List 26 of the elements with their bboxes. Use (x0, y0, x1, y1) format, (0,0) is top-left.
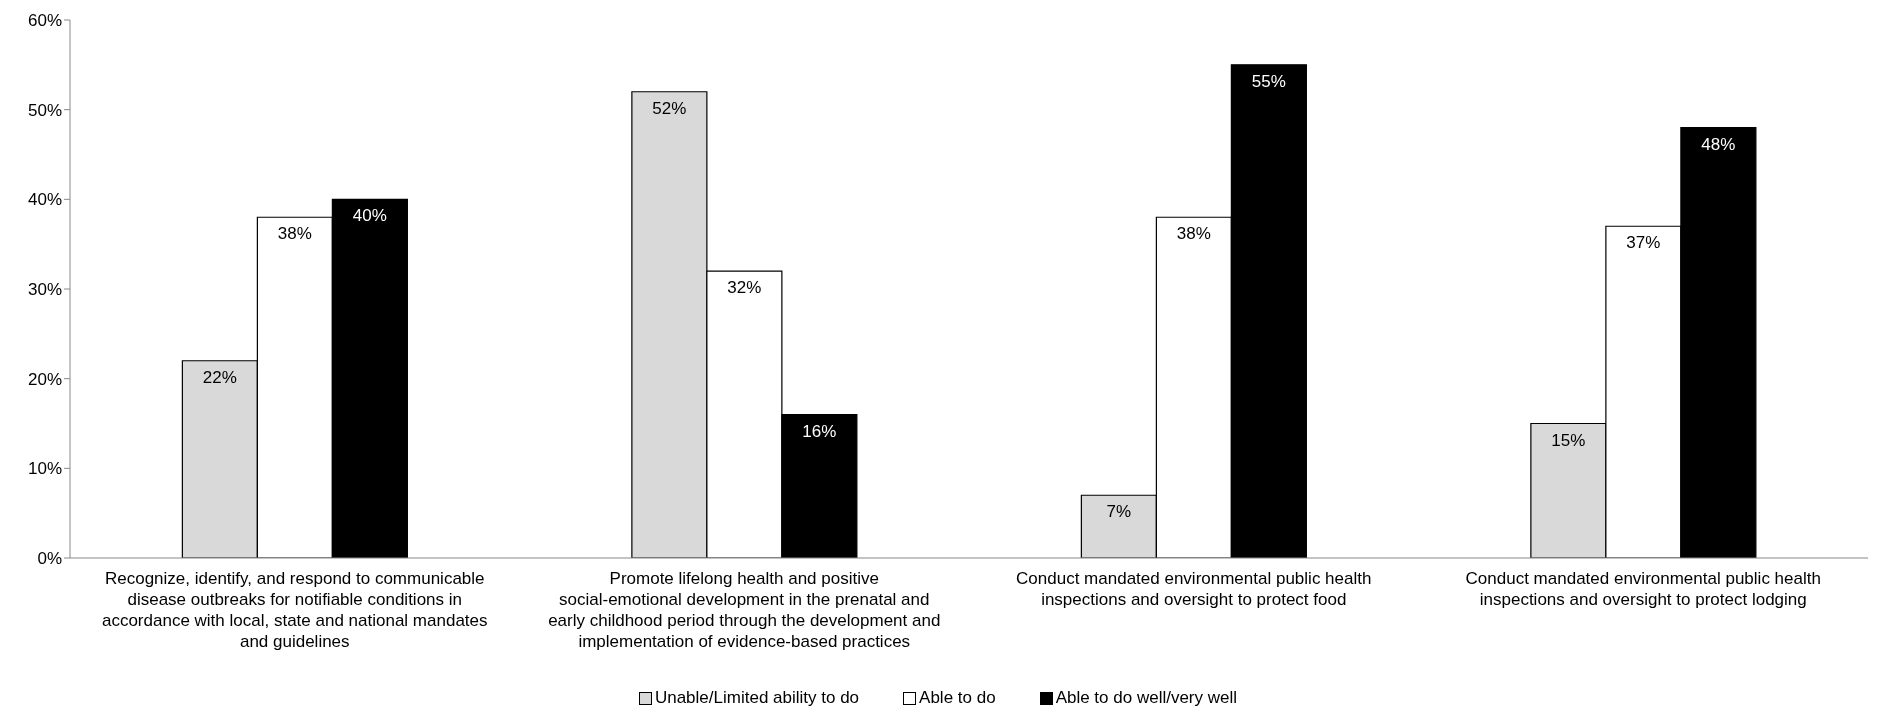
x-tick-label: Promote lifelong health and positive social-emotional development in the prenatal and early childhood period through the development and implementation of evidence-based practices (548, 569, 941, 651)
y-tick-label: 20% (27, 369, 62, 389)
data-label: 16% (802, 421, 837, 441)
legend-label: Able to do well/very well (1054, 688, 1238, 708)
x-tick-label: Conduct mandated environmental public health inspections and oversight to protect food (1016, 569, 1372, 609)
x-tick-label: Recognize, identify, and respond to communicable disease outbreaks for notifiable conditions in accordance with local, state and national mandates and guidelines (101, 569, 488, 651)
data-label: 40% (352, 206, 387, 226)
data-label: 48% (1701, 134, 1736, 154)
y-tick-label: 60% (27, 11, 62, 31)
data-label: 22% (202, 367, 237, 387)
x-tick-label: Conduct mandated environmental public health inspections and oversight to protect lodging (1465, 569, 1821, 609)
data-label: 37% (1626, 233, 1661, 253)
data-label: 7% (1106, 502, 1132, 522)
data-label: 32% (727, 278, 762, 298)
y-tick-label: 10% (27, 459, 62, 479)
data-label: 38% (1176, 224, 1211, 244)
legend-label: Able to do (918, 688, 996, 708)
data-label: 55% (1251, 71, 1286, 91)
y-tick-label: 40% (27, 190, 62, 210)
y-tick-label: 30% (27, 280, 62, 300)
data-label: 38% (277, 224, 312, 244)
y-tick-label: 50% (27, 100, 62, 120)
data-label: 15% (1551, 430, 1586, 450)
y-tick-label: 0% (37, 549, 62, 569)
data-label: 52% (652, 98, 687, 118)
legend-label: Unable/Limited ability to do (653, 688, 860, 708)
